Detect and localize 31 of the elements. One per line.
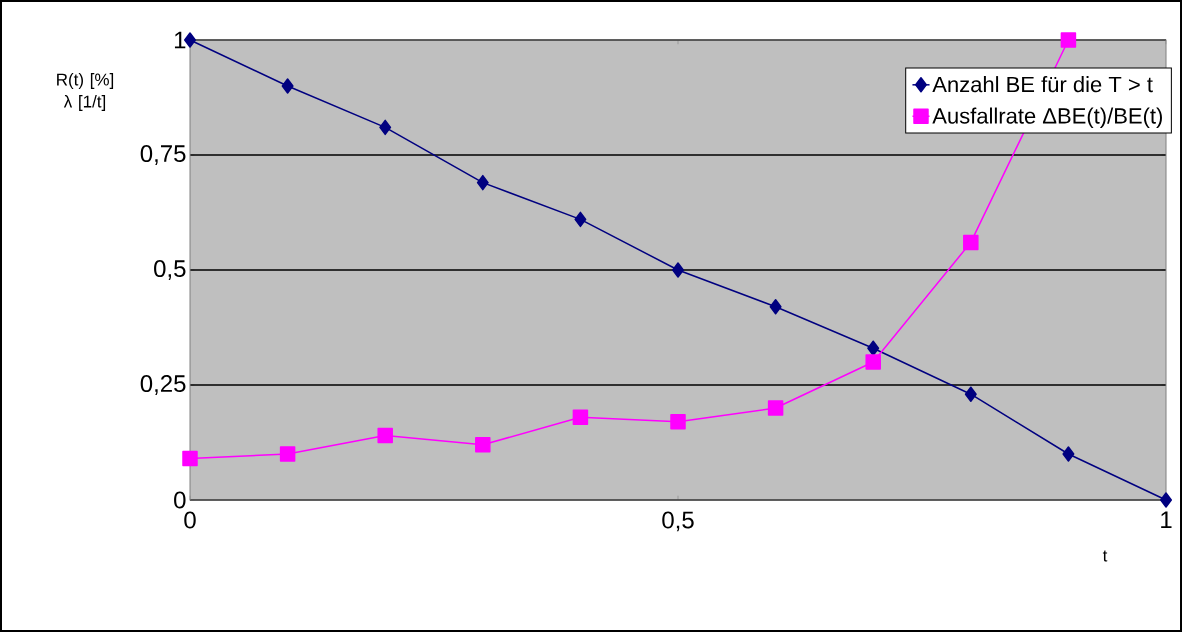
y-tick-label: 1 <box>174 31 186 49</box>
legend-label: Ausfallrate ΔBE(t)/BE(t) <box>932 107 1162 129</box>
point <box>672 262 685 278</box>
point <box>379 119 392 136</box>
y-tick-label: 0,25 <box>140 375 186 395</box>
point <box>865 354 881 370</box>
y-tick-label: 0,75 <box>140 145 186 165</box>
point <box>1060 32 1077 48</box>
point <box>964 386 977 402</box>
point <box>182 450 198 467</box>
point <box>963 234 979 251</box>
x-axis-title: t <box>1102 550 1108 562</box>
point <box>867 340 880 356</box>
point <box>1160 492 1173 508</box>
x-tick-label: 0,5 <box>662 511 694 532</box>
x-tick-label: 1 <box>1161 511 1172 529</box>
point <box>476 174 489 191</box>
point <box>574 211 587 228</box>
point <box>475 437 491 453</box>
point <box>572 409 589 425</box>
legend-label: Anzahl BE für die T > t <box>932 76 1153 93</box>
point <box>377 427 393 444</box>
point <box>769 299 782 315</box>
point <box>1062 446 1075 462</box>
y-axis-title: R(t) [%] λ [1/t] <box>57 73 114 111</box>
point <box>670 414 686 430</box>
point <box>281 78 294 94</box>
point <box>767 400 784 416</box>
y-tick-label: 0,5 <box>154 260 186 280</box>
y-tick-label: 0 <box>174 491 186 509</box>
point <box>279 446 296 462</box>
